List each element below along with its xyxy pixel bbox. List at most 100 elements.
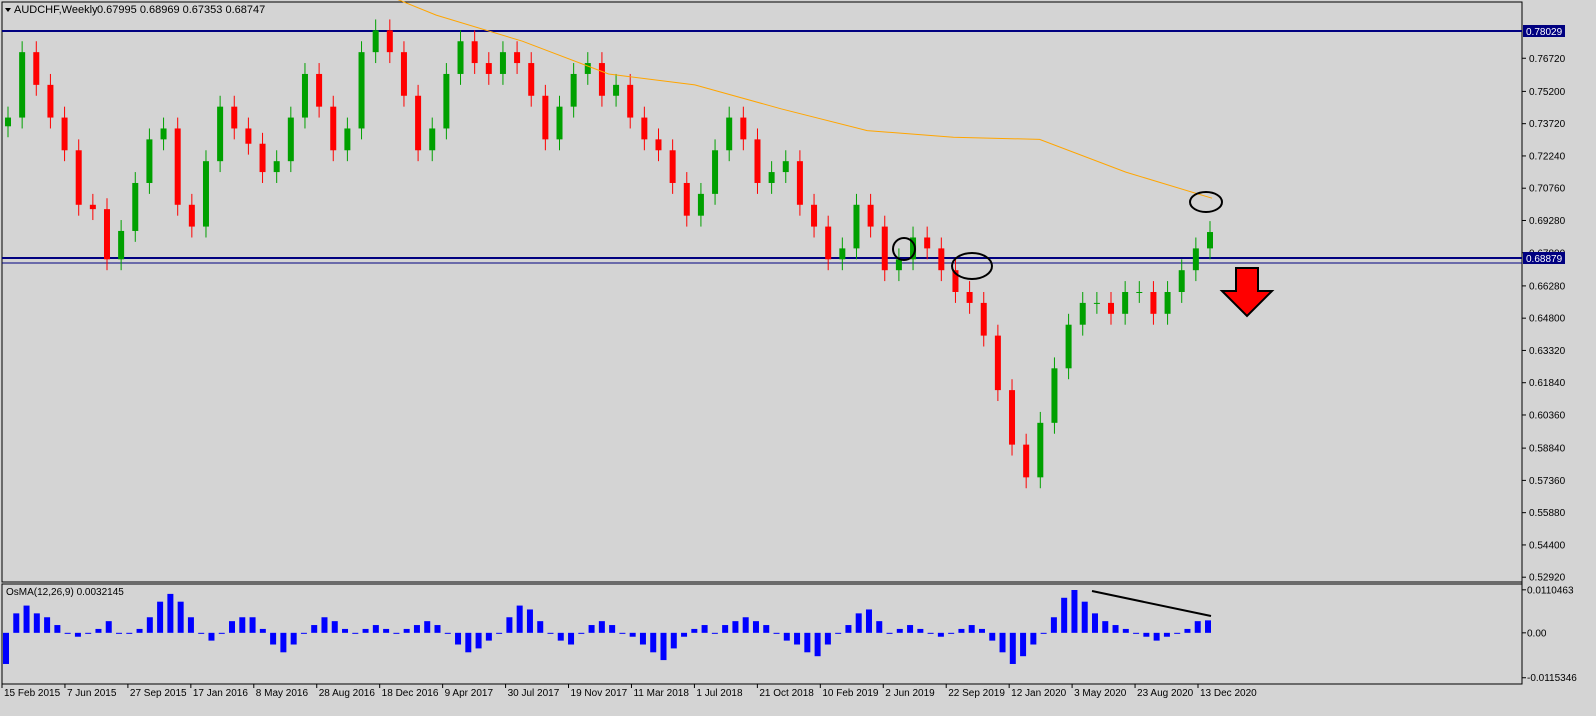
candle-body [344,128,351,151]
osma-bar [167,593,174,633]
candle [386,19,393,64]
osma-bar [814,632,821,657]
osma-bar [711,632,718,634]
dropdown-icon[interactable] [5,8,11,12]
svg-text:0.68879: 0.68879 [1526,254,1563,265]
time-tick-label: 15 Feb 2015 [4,688,61,699]
candle [570,63,577,118]
osma-bar [465,632,472,653]
candle-body [613,84,620,96]
osma-bar [187,617,194,633]
candle [316,63,323,118]
osma-bar [403,628,410,633]
candle-body [1093,302,1100,304]
time-tick-label: 10 Feb 2019 [822,688,879,699]
osma-bar [177,601,184,633]
candle [1108,292,1115,325]
candle-body [1207,232,1213,249]
price-tick-label: 0.73720 [1529,119,1566,130]
price-tick-label: 0.72240 [1529,151,1566,162]
symbol-timeframe: AUDCHF,Weekly [14,4,98,16]
candle [33,41,40,96]
osma-bar [568,632,575,645]
osma-bar [1091,613,1098,633]
osma-bar [249,617,256,633]
time-tick-label: 27 Sep 2015 [130,688,187,699]
osma-divergence-line [1091,590,1212,617]
candle-body [641,117,648,140]
candle [613,73,620,107]
osma-bar [485,632,492,641]
candle-body [895,259,902,271]
candle-body [89,204,96,210]
candle-body [174,128,181,205]
candle [811,193,818,238]
candle-body [75,150,82,205]
candle [1207,221,1213,260]
osma-bar [496,632,503,634]
candle [966,281,973,314]
candle-body [160,128,167,140]
candle [641,106,648,151]
candle-body [1192,248,1199,271]
osma-bar [732,621,739,633]
candle [924,226,931,260]
osma-bar [116,632,123,634]
osma-bar [33,613,40,633]
osma-bar [557,632,564,641]
time-tick-label: 2 Jun 2019 [885,688,935,699]
osma-bar [845,625,852,633]
osma-bar [393,632,400,634]
annotation-circles [892,191,1223,280]
candle-body [1108,302,1115,314]
candle-body [1164,292,1171,314]
candle-body [514,52,521,64]
candle [118,220,125,271]
candle-body [400,52,407,96]
time-tick-label: 19 Nov 2017 [571,688,628,699]
candle [1037,411,1044,489]
osma-bar [1205,620,1211,633]
candle-body [457,41,464,74]
candle [1051,357,1058,434]
candle-body [867,204,874,227]
candle [1079,292,1086,336]
candle [910,226,917,271]
candle-body [330,106,337,151]
candle-body [1178,270,1185,292]
candle [726,106,733,162]
candle [301,63,308,129]
candle [273,150,280,183]
time-tick-label: 8 May 2016 [256,688,309,699]
osma-bar [639,632,646,645]
osma-bar [444,632,451,634]
price-tick-label: 0.60360 [1529,410,1566,421]
candle [19,41,26,129]
osma-bar [95,628,102,633]
candle [75,139,82,216]
osma-bar [886,632,893,634]
candle [5,106,11,138]
candle [1023,433,1030,489]
candle-body [542,95,549,140]
time-tick-label: 22 Sep 2019 [948,688,1005,699]
osma-bar [1061,597,1068,633]
osma-bar [157,601,164,633]
osma-bar [455,632,462,645]
osma-bar [342,628,349,633]
osma-bar [198,632,205,634]
candle-body [655,139,662,151]
candle-body [301,73,308,118]
candle-body [910,237,917,260]
price-tick-label: 0.75200 [1529,87,1566,98]
candle [782,150,789,183]
osma-bar [311,625,318,633]
candle-body [994,335,1001,391]
candle [188,193,195,238]
candle [160,117,167,151]
time-tick-label: 12 Jan 2020 [1011,688,1066,699]
time-tick-label: 23 Aug 2020 [1137,688,1194,699]
candle [584,52,591,85]
